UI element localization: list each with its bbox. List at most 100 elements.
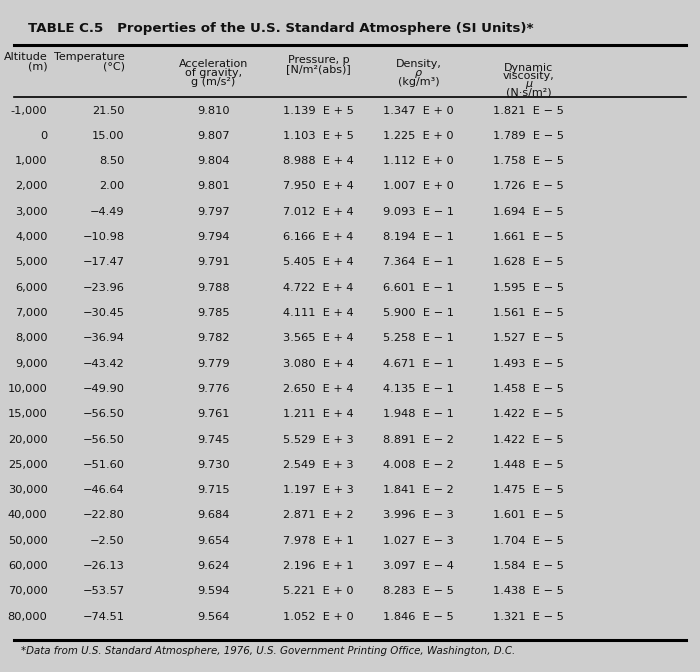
Text: 1.422  E − 5: 1.422 E − 5 xyxy=(494,409,564,419)
Text: 9.810: 9.810 xyxy=(197,106,230,116)
Text: 3.097  E − 4: 3.097 E − 4 xyxy=(383,561,454,571)
Text: 1.527  E − 5: 1.527 E − 5 xyxy=(493,333,564,343)
Text: 9.776: 9.776 xyxy=(197,384,230,394)
Text: 9.624: 9.624 xyxy=(197,561,230,571)
Text: 7.978  E + 1: 7.978 E + 1 xyxy=(283,536,354,546)
Text: 10,000: 10,000 xyxy=(8,384,48,394)
Text: ρ: ρ xyxy=(415,68,422,78)
Text: 9,000: 9,000 xyxy=(15,359,48,369)
Text: 1.601  E − 5: 1.601 E − 5 xyxy=(493,511,564,521)
Text: −26.13: −26.13 xyxy=(83,561,125,571)
Text: 1.347  E + 0: 1.347 E + 0 xyxy=(383,106,454,116)
Text: 30,000: 30,000 xyxy=(8,485,48,495)
Text: 8.283  E − 5: 8.283 E − 5 xyxy=(383,587,454,597)
Text: 9.745: 9.745 xyxy=(197,435,230,445)
Text: 7.012  E + 4: 7.012 E + 4 xyxy=(284,207,354,217)
Text: −4.49: −4.49 xyxy=(90,207,125,217)
Text: 21.50: 21.50 xyxy=(92,106,125,116)
Text: 1.821  E − 5: 1.821 E − 5 xyxy=(493,106,564,116)
Text: −23.96: −23.96 xyxy=(83,283,125,293)
Text: 9.791: 9.791 xyxy=(197,257,230,267)
Text: g (m/s²): g (m/s²) xyxy=(191,77,236,87)
Text: 1.841  E − 2: 1.841 E − 2 xyxy=(383,485,454,495)
Text: 1.027  E − 3: 1.027 E − 3 xyxy=(383,536,454,546)
Text: 40,000: 40,000 xyxy=(8,511,48,521)
Text: 9.797: 9.797 xyxy=(197,207,230,217)
Text: 8,000: 8,000 xyxy=(15,333,48,343)
Text: 4,000: 4,000 xyxy=(15,232,48,242)
Text: 4.135  E − 1: 4.135 E − 1 xyxy=(383,384,454,394)
Text: −30.45: −30.45 xyxy=(83,308,125,318)
Text: Temperature: Temperature xyxy=(54,52,125,62)
Text: μ: μ xyxy=(525,79,532,89)
Text: 6.601  E − 1: 6.601 E − 1 xyxy=(383,283,454,293)
Text: 1.584  E − 5: 1.584 E − 5 xyxy=(493,561,564,571)
Text: 1.493  E − 5: 1.493 E − 5 xyxy=(493,359,564,369)
Text: −10.98: −10.98 xyxy=(83,232,125,242)
Text: 5.221  E + 0: 5.221 E + 0 xyxy=(284,587,354,597)
Text: (°C): (°C) xyxy=(103,62,125,72)
Text: Dynamic: Dynamic xyxy=(504,63,553,73)
Text: 6.166  E + 4: 6.166 E + 4 xyxy=(284,232,354,242)
Text: 1.595  E − 5: 1.595 E − 5 xyxy=(493,283,564,293)
Text: −22.80: −22.80 xyxy=(83,511,125,521)
Text: 9.594: 9.594 xyxy=(197,587,230,597)
Text: 9.779: 9.779 xyxy=(197,359,230,369)
Text: 9.684: 9.684 xyxy=(197,511,230,521)
Text: 1.758  E − 5: 1.758 E − 5 xyxy=(493,156,564,166)
Text: 1.458  E − 5: 1.458 E − 5 xyxy=(493,384,564,394)
Text: 4.671  E − 1: 4.671 E − 1 xyxy=(383,359,454,369)
Text: −51.60: −51.60 xyxy=(83,460,125,470)
Text: 2,000: 2,000 xyxy=(15,181,48,192)
Text: 1.561  E − 5: 1.561 E − 5 xyxy=(493,308,564,318)
Text: −74.51: −74.51 xyxy=(83,612,125,622)
Text: 4.722  E + 4: 4.722 E + 4 xyxy=(284,283,354,293)
Text: 9.807: 9.807 xyxy=(197,131,230,141)
Text: 1.197  E + 3: 1.197 E + 3 xyxy=(283,485,354,495)
Text: 6,000: 6,000 xyxy=(15,283,48,293)
Text: 70,000: 70,000 xyxy=(8,587,48,597)
Text: 9.730: 9.730 xyxy=(197,460,230,470)
Text: 4.008  E − 2: 4.008 E − 2 xyxy=(383,460,454,470)
Text: 5.529  E + 3: 5.529 E + 3 xyxy=(283,435,354,445)
Text: 50,000: 50,000 xyxy=(8,536,48,546)
Text: 9.654: 9.654 xyxy=(197,536,230,546)
Text: 9.715: 9.715 xyxy=(197,485,230,495)
Text: 60,000: 60,000 xyxy=(8,561,48,571)
Text: 1.704  E − 5: 1.704 E − 5 xyxy=(493,536,564,546)
Text: 2.00: 2.00 xyxy=(99,181,125,192)
Text: 5.258  E − 1: 5.258 E − 1 xyxy=(383,333,454,343)
Text: 9.794: 9.794 xyxy=(197,232,230,242)
Text: 1.139  E + 5: 1.139 E + 5 xyxy=(283,106,354,116)
Text: 1.103  E + 5: 1.103 E + 5 xyxy=(283,131,354,141)
Text: *Data from U.S. Standard Atmosphere, 1976, U.S. Government Printing Office, Wash: *Data from U.S. Standard Atmosphere, 197… xyxy=(21,646,515,657)
Text: −49.90: −49.90 xyxy=(83,384,125,394)
Text: 1.448  E − 5: 1.448 E − 5 xyxy=(493,460,564,470)
Text: 15,000: 15,000 xyxy=(8,409,48,419)
Text: Pressure, p: Pressure, p xyxy=(288,55,349,65)
Text: 7.364  E − 1: 7.364 E − 1 xyxy=(383,257,454,267)
Text: 9.564: 9.564 xyxy=(197,612,230,622)
Text: 80,000: 80,000 xyxy=(8,612,48,622)
Text: (m): (m) xyxy=(28,62,48,72)
Text: 1.321  E − 5: 1.321 E − 5 xyxy=(493,612,564,622)
Text: (N·s/m²): (N·s/m²) xyxy=(505,87,552,97)
Text: 25,000: 25,000 xyxy=(8,460,48,470)
Text: Altitude: Altitude xyxy=(4,52,48,62)
Text: 5,000: 5,000 xyxy=(15,257,48,267)
Text: 8.50: 8.50 xyxy=(99,156,125,166)
Text: 1.422  E − 5: 1.422 E − 5 xyxy=(494,435,564,445)
Text: 9.782: 9.782 xyxy=(197,333,230,343)
Text: −17.47: −17.47 xyxy=(83,257,125,267)
Text: 3.996  E − 3: 3.996 E − 3 xyxy=(383,511,454,521)
Text: Density,: Density, xyxy=(395,59,442,69)
Text: 3,000: 3,000 xyxy=(15,207,48,217)
Text: (kg/m³): (kg/m³) xyxy=(398,77,440,87)
Text: 1,000: 1,000 xyxy=(15,156,48,166)
Text: of gravity,: of gravity, xyxy=(185,68,242,78)
Text: 1.726  E − 5: 1.726 E − 5 xyxy=(493,181,564,192)
Text: 15.00: 15.00 xyxy=(92,131,125,141)
Text: 1.007  E + 0: 1.007 E + 0 xyxy=(383,181,454,192)
Text: 0: 0 xyxy=(41,131,48,141)
Text: Acceleration: Acceleration xyxy=(178,59,248,69)
